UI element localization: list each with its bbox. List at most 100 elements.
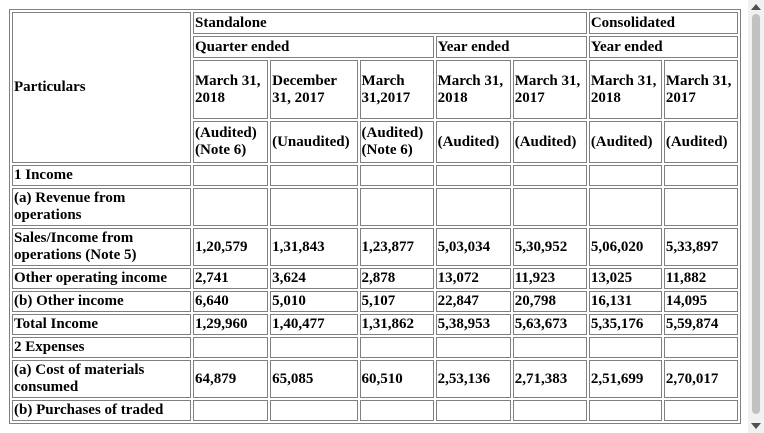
empty-cell [435, 165, 511, 186]
scroll-down[interactable] [751, 423, 761, 429]
header-row: (Audited) (Note 6) (Unaudited) (Audited) (… [12, 121, 738, 163]
empty-cell [588, 188, 662, 226]
value-cell: 2,51,699 [588, 360, 662, 398]
data-row: (b) Other income 6,640 5,010 5,107 22,847 20,… [12, 291, 738, 312]
data-row: 2 Expenses [12, 337, 738, 358]
empty-cell [435, 337, 511, 358]
empty-cell [588, 400, 662, 421]
content: Particulars Standalone Consolidated Quar… [9, 9, 741, 424]
header-row: Quarter ended Year ended Year ended [12, 36, 738, 58]
row-label: Total Income [12, 314, 192, 335]
scroll-up[interactable] [751, 4, 761, 10]
date-cell: March 31, 2018 [435, 60, 511, 119]
data-row: (a) Cost of materials consumed 64,879 65,0… [12, 360, 738, 398]
data-row: (b) Purchases of traded [12, 400, 738, 421]
value-cell: 16,131 [588, 291, 662, 312]
header-cell: Year ended [435, 36, 587, 58]
data-row: 1 Income [12, 165, 738, 186]
value-cell: 13,072 [435, 268, 511, 289]
value-cell: 13,025 [588, 268, 662, 289]
value-cell: 5,03,034 [435, 228, 511, 266]
row-label: 1 Income [12, 165, 192, 186]
audit-cell: (Audited) [663, 121, 738, 163]
value-cell: 5,33,897 [663, 228, 738, 266]
value-cell: 1,31,862 [359, 314, 434, 335]
value-cell: 64,879 [193, 360, 269, 398]
empty-cell [193, 400, 269, 421]
results-table: Particulars Standalone Consolidated Quar… [9, 9, 741, 424]
audit-cell: (Audited) [435, 121, 511, 163]
empty-cell [270, 165, 358, 186]
date-cell: December 31, 2017 [270, 60, 358, 119]
audit-cell: (Unaudited) [270, 121, 358, 163]
date-cell: March 31,2017 [359, 60, 434, 119]
value-cell: 1,40,477 [270, 314, 358, 335]
scroll-thumb[interactable] [752, 14, 760, 414]
value-cell: 2,878 [359, 268, 434, 289]
value-cell: 3,624 [270, 268, 358, 289]
header-cell: Quarter ended [193, 36, 434, 58]
empty-cell [270, 188, 358, 226]
data-row: Total Income 1,29,960 1,40,477 1,31,862 5,38… [12, 314, 738, 335]
header-row: Particulars Standalone Consolidated [12, 12, 738, 163]
empty-cell [512, 337, 587, 358]
value-cell: 5,59,874 [663, 314, 738, 335]
value-cell: 2,741 [193, 268, 269, 289]
header-cell: Particulars [12, 12, 192, 163]
audit-cell: (Audited) (Note 6) [193, 121, 269, 163]
audit-cell: (Audited) (Note 6) [359, 121, 434, 163]
date-cell: March 31, 2017 [663, 60, 738, 119]
value-cell: 5,30,952 [512, 228, 587, 266]
value-cell: 1,29,960 [193, 314, 269, 335]
row-label: (a) Revenue from operations [12, 188, 192, 226]
empty-cell [435, 188, 511, 226]
value-cell: 5,38,953 [435, 314, 511, 335]
audit-cell: (Audited) [512, 121, 587, 163]
empty-cell [193, 165, 269, 186]
empty-cell [512, 165, 587, 186]
empty-cell [359, 337, 434, 358]
value-cell: 2,70,017 [663, 360, 738, 398]
empty-cell [588, 337, 662, 358]
header-cell: Year ended [588, 36, 738, 58]
data-row: (a) Revenue from operations [12, 188, 738, 226]
value-cell: 65,085 [270, 360, 358, 398]
empty-cell [588, 165, 662, 186]
empty-cell [359, 400, 434, 421]
row-label: 2 Expenses [12, 337, 192, 358]
data-row: Other operating income 2,741 3,624 2,878 13,… [12, 268, 738, 289]
scrollbar[interactable] [748, 0, 764, 433]
empty-cell [270, 337, 358, 358]
empty-cell [663, 188, 738, 226]
row-label: (a) Cost of materials consumed [12, 360, 192, 398]
date-cell: March 31, 2018 [193, 60, 269, 119]
value-cell: 6,640 [193, 291, 269, 312]
empty-cell [663, 337, 738, 358]
value-cell: 5,06,020 [588, 228, 662, 266]
value-cell: 5,010 [270, 291, 358, 312]
value-cell: 5,63,673 [512, 314, 587, 335]
row-label: (b) Purchases of traded [12, 400, 192, 421]
empty-cell [512, 188, 587, 226]
value-cell: 60,510 [359, 360, 434, 398]
value-cell: 11,923 [512, 268, 587, 289]
row-label: Other operating income [12, 268, 192, 289]
empty-cell [270, 400, 358, 421]
row-label: (b) Other income [12, 291, 192, 312]
value-cell: 20,798 [512, 291, 587, 312]
value-cell: 2,71,383 [512, 360, 587, 398]
value-cell: 11,882 [663, 268, 738, 289]
empty-cell [435, 400, 511, 421]
data-row: Sales/Income from operations (Note 5) 1,2… [12, 228, 738, 266]
header-cell: Standalone [193, 12, 587, 34]
header-row: March 31, 2018 December 31, 2017 March 31,… [12, 60, 738, 119]
empty-cell [193, 337, 269, 358]
value-cell: 1,23,877 [359, 228, 434, 266]
empty-cell [359, 165, 434, 186]
value-cell: 5,107 [359, 291, 434, 312]
empty-cell [359, 188, 434, 226]
value-cell: 14,095 [663, 291, 738, 312]
header-cell: Consolidated [588, 12, 738, 34]
value-cell: 22,847 [435, 291, 511, 312]
